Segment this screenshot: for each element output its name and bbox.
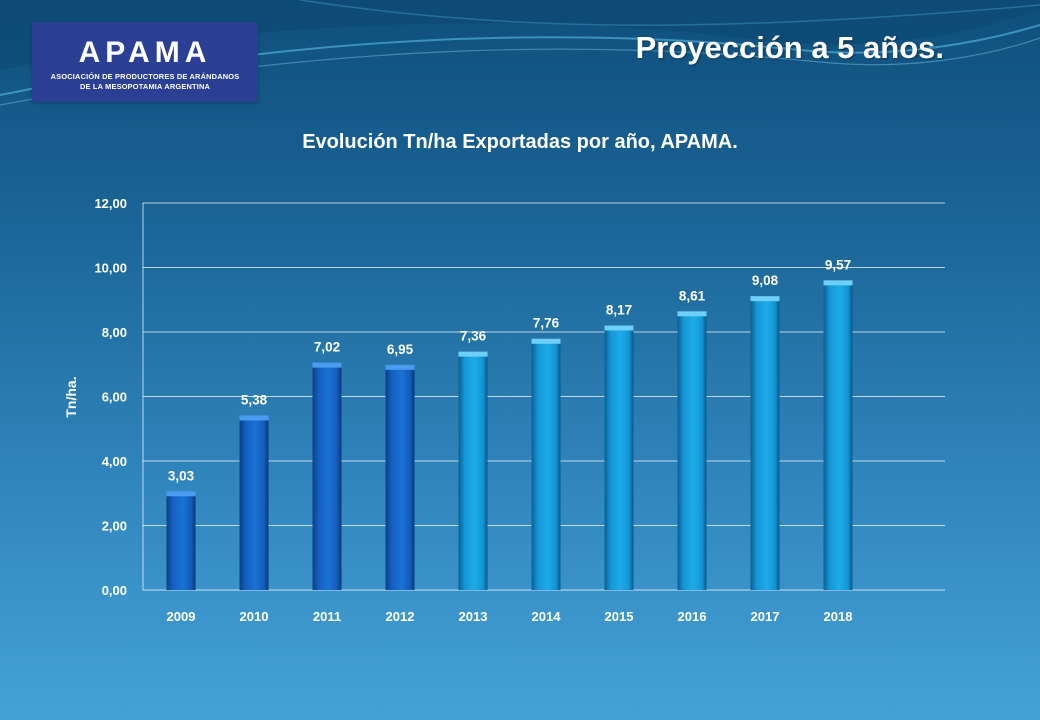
bar-cap: [239, 415, 269, 421]
apama-logo-mark: APAMA: [79, 36, 212, 69]
bar-2017: [750, 297, 780, 590]
y-tick-label: 12,00: [94, 196, 127, 211]
data-label: 5,38: [241, 392, 268, 407]
bar-2014: [531, 339, 561, 590]
x-tick-label: 2018: [824, 609, 853, 624]
y-tick-label: 6,00: [102, 390, 127, 405]
x-tick-label: 2017: [751, 609, 780, 624]
y-tick-label: 0,00: [102, 583, 127, 598]
bar-2015: [604, 326, 634, 590]
x-tick-label: 2013: [459, 609, 488, 624]
x-tick-label: 2011: [313, 609, 341, 624]
bar-cap: [823, 280, 853, 286]
data-label: 6,95: [387, 342, 414, 357]
bar-2010: [239, 416, 269, 590]
bar-cap: [750, 296, 780, 302]
logo-subtitle-line1: ASOCIACIÓN DE PRODUCTORES DE ARÁNDANOS: [50, 72, 240, 81]
data-label: 9,57: [825, 257, 851, 272]
y-tick-label: 8,00: [102, 325, 127, 340]
x-tick-label: 2010: [240, 609, 269, 624]
data-label: 7,76: [533, 316, 560, 331]
logo-subtitle-line2: DE LA MESOPOTAMIA ARGENTINA: [79, 82, 211, 91]
bar-2012: [385, 365, 415, 590]
bar-2011: [312, 363, 342, 590]
bar-2018: [823, 281, 853, 590]
slide-title: Proyección a 5 años.: [635, 30, 944, 65]
bar-2013: [458, 352, 488, 590]
data-label: 8,17: [606, 303, 632, 318]
x-tick-label: 2012: [386, 609, 415, 624]
bar-cap: [312, 362, 342, 368]
y-tick-label: 2,00: [102, 519, 127, 534]
data-label: 8,61: [679, 288, 706, 303]
chart-title: Evolución Tn/ha Exportadas por año, APAM…: [302, 131, 738, 153]
bar-cap: [604, 325, 634, 331]
x-tick-label: 2016: [678, 609, 707, 624]
bar-cap: [458, 351, 488, 357]
x-tick-label: 2015: [605, 609, 634, 624]
data-label: 9,08: [752, 273, 779, 288]
bar-cap: [531, 338, 561, 344]
bar-2009: [166, 492, 196, 590]
apama-logo: APAMA ASOCIACIÓN DE PRODUCTORES DE ARÁND…: [32, 22, 258, 102]
y-tick-label: 10,00: [94, 261, 127, 276]
apama-logo-text: APAMA: [79, 36, 212, 69]
x-tick-label: 2014: [532, 609, 562, 624]
data-label: 7,36: [460, 329, 487, 344]
data-label: 7,02: [314, 340, 340, 355]
bar-cap: [166, 491, 196, 497]
bar-2016: [677, 312, 707, 590]
bar-cap: [385, 364, 415, 370]
bar-cap: [677, 311, 707, 317]
data-label: 3,03: [168, 468, 195, 483]
x-tick-label: 2009: [167, 609, 196, 624]
y-tick-label: 4,00: [102, 454, 127, 469]
